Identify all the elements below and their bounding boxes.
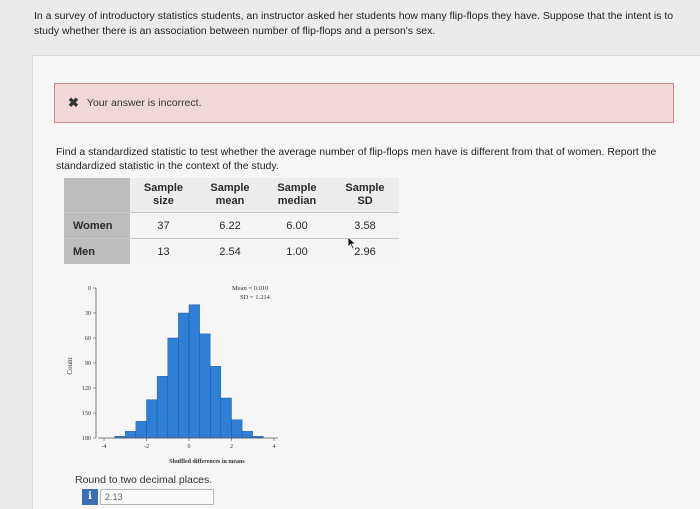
column-header-line: Sample xyxy=(277,182,317,194)
y-tick-label: 0 xyxy=(88,286,91,292)
y-tick-label: 150 xyxy=(82,411,91,417)
column-header: Sample size xyxy=(130,178,197,213)
histogram-bar xyxy=(146,399,158,439)
y-tick-label: 180 xyxy=(82,436,91,442)
table-cell: 2.54 xyxy=(197,238,263,264)
histogram-bar xyxy=(167,337,179,439)
histogram-chart: 0 30 60 90 120 150 180 -4 -2 0 2 4 Count Shuffled … xyxy=(66,285,278,465)
y-tick-label: 120 xyxy=(82,386,91,392)
histogram-bar xyxy=(178,312,190,439)
histogram-bar xyxy=(125,431,137,439)
table-corner xyxy=(64,178,130,213)
summary-statistics-table: Sample size Sample mean Sample median Sa… xyxy=(64,178,399,264)
x-tick-label: 0 xyxy=(188,444,191,450)
feedback-message: Your answer is incorrect. xyxy=(86,97,202,109)
column-header-line: Sample xyxy=(143,182,184,194)
column-header-line: size xyxy=(153,195,174,207)
histogram-bar xyxy=(231,419,243,439)
row-label: Men xyxy=(64,238,130,264)
table-cell: 3.58 xyxy=(331,212,399,239)
prompt-text: Find a standardized statistic to test wh… xyxy=(56,146,657,172)
y-tick-label: 30 xyxy=(85,311,91,317)
x-axis-label: Shuffled differences in means xyxy=(169,459,245,465)
table-cell: 13 xyxy=(130,238,197,264)
rounding-instruction: Round to two decimal places. xyxy=(75,474,213,486)
histogram-bar xyxy=(199,333,211,439)
table-cell: 1.00 xyxy=(263,238,331,264)
table-cell: 37 xyxy=(130,212,197,239)
question-text: In a survey of introductory statistics s… xyxy=(34,10,674,37)
table-cell: 6.00 xyxy=(263,212,331,239)
x-tick-label: 4 xyxy=(273,444,276,450)
x-tick-label: 2 xyxy=(230,444,233,450)
y-tick-label: 90 xyxy=(85,361,91,367)
y-axis-label: Count xyxy=(66,357,74,374)
answer-input[interactable] xyxy=(100,489,214,505)
column-header: Sample SD xyxy=(331,178,399,213)
table-cell: 2.96 xyxy=(331,238,399,264)
answer-row: i xyxy=(82,489,214,505)
histogram-bar xyxy=(241,431,253,439)
mouse-cursor-icon xyxy=(347,236,357,250)
feedback-banner: ✖ Your answer is incorrect. xyxy=(54,83,674,123)
close-icon: ✖ xyxy=(68,95,79,110)
column-header-line: mean xyxy=(215,195,245,207)
x-tick-label: -4 xyxy=(102,444,107,450)
histogram-bar xyxy=(220,397,232,439)
chart-annotation-sd: SD = 1.214 xyxy=(240,294,271,301)
y-tick-label: 60 xyxy=(85,336,91,342)
x-tick-label: -2 xyxy=(144,444,149,450)
column-header: Sample median xyxy=(263,178,331,213)
column-header: Sample mean xyxy=(197,178,263,213)
histogram-bar xyxy=(156,376,168,439)
column-header-line: Sample xyxy=(210,182,250,194)
histogram-bar xyxy=(188,304,200,439)
histogram-bar xyxy=(135,421,147,439)
table-row: Men 13 2.54 1.00 2.96 xyxy=(64,238,399,264)
row-label: Women xyxy=(64,212,130,239)
column-header-line: median xyxy=(277,195,317,207)
table-row: Women 37 6.22 6.00 3.58 xyxy=(64,212,399,239)
chart-annotation-mean: Mean = 0.010 xyxy=(232,285,268,292)
histogram-bar xyxy=(210,366,222,439)
column-header-line: SD xyxy=(357,195,373,207)
column-header-line: Sample xyxy=(345,182,385,194)
table-cell: 6.22 xyxy=(197,212,263,239)
info-icon[interactable]: i xyxy=(82,489,98,505)
